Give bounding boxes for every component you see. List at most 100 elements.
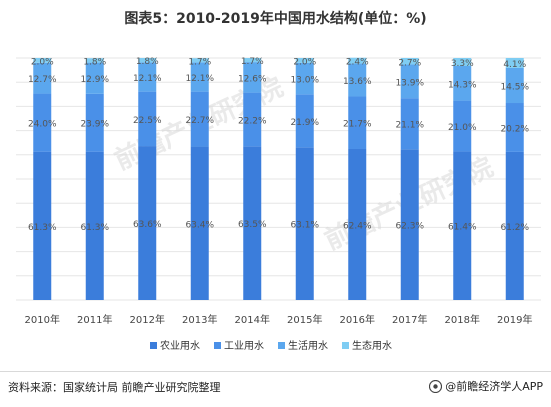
legend-label: 农业用水 (160, 339, 200, 352)
bar-segment (295, 147, 314, 300)
data-label: 13.6% (343, 77, 372, 87)
data-label: 63.5% (238, 220, 267, 230)
data-label: 2.0% (293, 57, 316, 67)
data-label: 2.0% (31, 57, 54, 67)
data-label: 62.3% (395, 222, 424, 232)
bar-segment (505, 151, 524, 300)
bar-segment (505, 67, 524, 104)
data-label: 61.2% (500, 223, 529, 233)
bar-segment (33, 151, 52, 300)
bar-segment (348, 57, 367, 64)
bar-segment (85, 58, 104, 63)
x-tick-label: 2014年 (235, 313, 270, 326)
data-label: 61.3% (80, 223, 109, 233)
brand-text: @前瞻经济学人APP (445, 380, 543, 393)
bar-segment (138, 58, 157, 63)
bar-segment (400, 98, 419, 150)
bar-segment (295, 62, 314, 95)
bar-segment (190, 146, 209, 300)
bar-segment (85, 93, 104, 152)
data-label: 24.0% (28, 120, 57, 130)
source-note: 资料来源：国家统计局 前瞻产业研究院整理 (8, 381, 221, 394)
legend-swatch (150, 342, 157, 349)
bar-segment (33, 62, 52, 94)
data-label: 2.7% (398, 58, 421, 68)
x-tick-label: 2010年 (25, 313, 60, 326)
bar-segment (295, 58, 314, 63)
data-label: 4.1% (503, 60, 526, 70)
bar-segment (138, 91, 157, 147)
data-label: 63.1% (290, 221, 319, 231)
stacked-bar-chart: 前瞻产业研究院前瞻产业研究院61.3%24.0%12.7%2.0%2010年61… (16, 57, 541, 352)
bar-segment (33, 58, 52, 63)
bar-segment (453, 58, 472, 66)
data-label: 22.5% (133, 116, 162, 126)
bar-segment (33, 93, 52, 152)
data-label: 22.2% (238, 116, 267, 126)
bar-segment (348, 63, 367, 97)
x-tick-label: 2016年 (340, 313, 375, 326)
data-label: 23.9% (80, 120, 109, 130)
data-label: 13.9% (395, 78, 424, 88)
x-tick-label: 2011年 (77, 313, 112, 326)
data-label: 12.9% (80, 75, 109, 85)
data-label: 1.7% (188, 57, 211, 67)
x-tick-label: 2013年 (182, 313, 217, 326)
bar-segment (85, 62, 104, 94)
bar-segment (453, 65, 472, 101)
bar-segment (505, 58, 524, 68)
data-label: 1.8% (136, 57, 159, 67)
data-label: 63.4% (185, 220, 214, 230)
data-label: 14.3% (448, 80, 477, 90)
data-label: 61.3% (28, 223, 57, 233)
data-label: 12.6% (238, 74, 267, 84)
legend-label: 工业用水 (224, 340, 264, 352)
data-label: 21.9% (290, 118, 319, 128)
bar-segment (348, 96, 367, 149)
legend-swatch (214, 342, 221, 349)
data-label: 22.7% (185, 116, 214, 126)
data-label: 12.1% (133, 74, 162, 84)
bar-segment (453, 151, 472, 300)
data-label: 21.1% (395, 121, 424, 131)
bar-segment (138, 62, 157, 92)
bar-segment (190, 62, 209, 92)
chart-title: 图表5：2010-2019年中国用水结构(单位：%) (124, 11, 427, 27)
bar-segment (190, 58, 209, 63)
x-tick-label: 2019年 (497, 313, 532, 326)
data-label: 63.6% (133, 220, 162, 230)
footer-divider (0, 371, 551, 372)
data-label: 61.4% (448, 223, 477, 233)
legend-label: 生活用水 (288, 339, 328, 352)
bar-segment (400, 149, 419, 300)
bar-segment (243, 62, 262, 93)
data-label: 62.4% (343, 221, 372, 231)
data-label: 12.1% (185, 74, 214, 84)
bar-segment (243, 58, 262, 63)
data-label: 1.7% (241, 57, 264, 67)
bar-segment (295, 94, 314, 148)
brand-credit: @前瞻经济学人APP (429, 378, 543, 394)
legend-swatch (278, 342, 285, 349)
legend-label: 生态用水 (352, 339, 392, 352)
bar-segment (348, 148, 367, 300)
data-label: 20.2% (500, 124, 529, 134)
bar-segment (243, 146, 262, 300)
x-tick-label: 2015年 (287, 313, 322, 326)
data-label: 14.5% (500, 82, 529, 92)
x-tick-label: 2018年 (445, 313, 480, 326)
bar-segment (505, 103, 524, 152)
bar-segment (453, 100, 472, 152)
data-label: 1.8% (83, 57, 106, 67)
x-tick-label: 2012年 (130, 313, 165, 326)
data-label: 12.7% (28, 75, 57, 85)
bar-segment (190, 91, 209, 147)
data-label: 21.0% (448, 123, 477, 133)
bar-segment (138, 146, 157, 300)
bar-segment (243, 92, 262, 147)
data-label: 2.4% (346, 58, 369, 68)
bar-segment (85, 151, 104, 300)
data-label: 21.7% (343, 120, 372, 130)
legend-swatch (342, 342, 349, 349)
